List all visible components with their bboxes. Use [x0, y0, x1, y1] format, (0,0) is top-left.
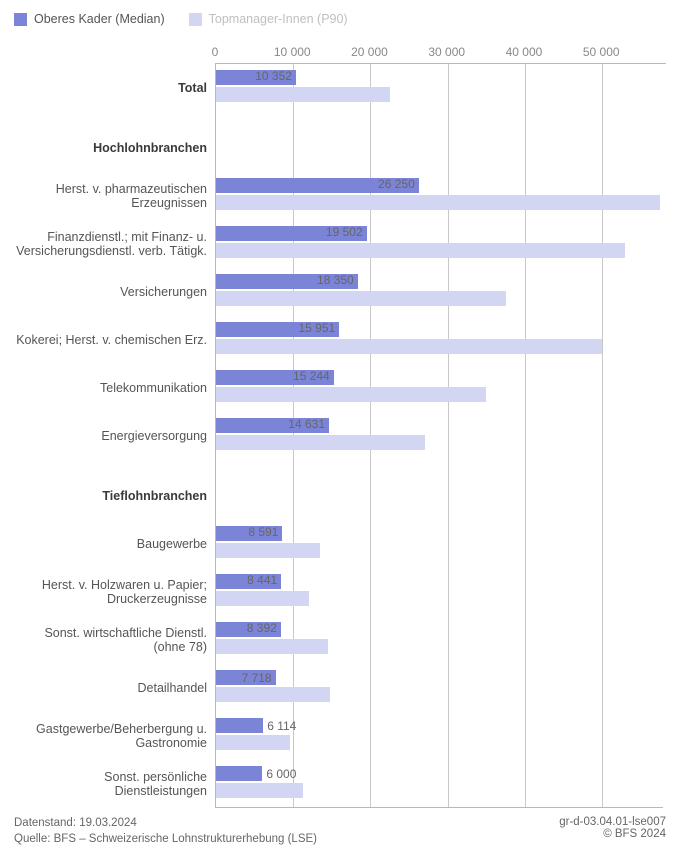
legend-label: Oberes Kader (Median): [34, 12, 165, 26]
footer: Datenstand: 19.03.2024 Quelle: BFS – Sch…: [14, 816, 666, 847]
legend-swatch: [14, 13, 27, 26]
spacer: [14, 460, 215, 472]
bar-value-label: 8 441: [247, 573, 277, 587]
bar-value-label: 15 951: [299, 321, 336, 335]
data-row: 6 114: [216, 712, 663, 760]
footer-datenstand: Datenstand: 19.03.2024: [14, 816, 317, 832]
data-row: 15 951: [216, 316, 663, 364]
bar-value-label: 6 114: [267, 719, 296, 733]
bar-median: 6 114: [216, 718, 263, 733]
bar-value-label: 18 350: [317, 273, 354, 287]
x-axis: 0 10 000 20 000 30 000 40 000 50 000: [215, 40, 666, 64]
row-label: Energieversorgung: [14, 412, 215, 460]
bar-p90: [216, 639, 328, 654]
bar-value-label: 8 591: [248, 525, 278, 539]
bar-p90: [216, 591, 309, 606]
row-label: Baugewerbe: [14, 520, 215, 568]
data-row: 26 250: [216, 172, 663, 220]
section-header: Tieflohnbranchen: [14, 472, 215, 520]
data-row: 6 000: [216, 760, 663, 808]
y-labels: Total HochlohnbranchenHerst. v. pharmazeu…: [14, 40, 215, 808]
row-label: Detailhandel: [14, 664, 215, 712]
bar-median: 6 000: [216, 766, 262, 781]
row-label: Total: [14, 64, 215, 112]
row-label: Herst. v. Holzwaren u. Papier; Druckerze…: [14, 568, 215, 616]
data-row: 8 591: [216, 520, 663, 568]
row-label: Gastgewerbe/Beherbergung u. Gastronomie: [14, 712, 215, 760]
bar-p90: [216, 435, 425, 450]
row-label: Finanzdienstl.; mit Finanz- u. Versicher…: [14, 220, 215, 268]
x-tick: 30 000: [428, 45, 465, 59]
data-row: 18 350: [216, 268, 663, 316]
plot-column: 0 10 000 20 000 30 000 40 000 50 000 10 352 26…: [215, 40, 666, 808]
legend-item: Oberes Kader (Median): [14, 12, 165, 26]
row-label: Kokerei; Herst. v. chemischen Erz.: [14, 316, 215, 364]
footer-code: gr-d-03.04.01-lse007: [559, 816, 666, 828]
chart: Total HochlohnbranchenHerst. v. pharmazeu…: [14, 40, 666, 808]
row-label: Telekommunikation: [14, 364, 215, 412]
bar-median: 8 441: [216, 574, 281, 589]
row-label: Versicherungen: [14, 268, 215, 316]
legend-swatch: [189, 13, 202, 26]
row-label: Herst. v. pharmazeutischen Erzeugnissen: [14, 172, 215, 220]
bar-p90: [216, 87, 390, 102]
bar-value-label: 7 718: [242, 671, 272, 685]
bar-p90: [216, 291, 506, 306]
bar-p90: [216, 687, 330, 702]
x-tick: 20 000: [351, 45, 388, 59]
bar-median: 8 392: [216, 622, 281, 637]
bar-median: 7 718: [216, 670, 276, 685]
bar-p90: [216, 195, 660, 210]
bar-p90: [216, 387, 486, 402]
data-row: 14 631: [216, 412, 663, 460]
header: [216, 124, 663, 172]
data-row: 8 441: [216, 568, 663, 616]
bar-value-label: 14 631: [288, 417, 325, 431]
row-label: Sonst. persönliche Dienstleistungen: [14, 760, 215, 808]
bar-p90: [216, 339, 602, 354]
x-tick: 10 000: [274, 45, 311, 59]
bar-p90: [216, 243, 625, 258]
data-row: 7 718: [216, 664, 663, 712]
bar-value-label: 6 000: [266, 767, 296, 781]
bar-median: 10 352: [216, 70, 296, 85]
x-tick: 0: [212, 45, 219, 59]
bar-median: 18 350: [216, 274, 358, 289]
plot-area: 10 352 26 250 19 502 18 350 15 951 15 244 14 6…: [215, 64, 663, 808]
bar-median: 8 591: [216, 526, 282, 541]
x-tick: 40 000: [506, 45, 543, 59]
legend: Oberes Kader (Median) Topmanager-Innen (P…: [14, 12, 666, 26]
bar-value-label: 10 352: [255, 69, 292, 83]
data-row: 15 244: [216, 364, 663, 412]
section-header: Hochlohnbranchen: [14, 124, 215, 172]
bar-value-label: 19 502: [326, 225, 363, 239]
row-label: Sonst. wirtschaftliche Dienstl. (ohne 78…: [14, 616, 215, 664]
header: [216, 472, 663, 520]
bar-median: 14 631: [216, 418, 329, 433]
bar-median: 15 244: [216, 370, 334, 385]
bar-p90: [216, 735, 290, 750]
bar-p90: [216, 783, 303, 798]
data-row: 10 352: [216, 64, 663, 112]
data-row: 8 392: [216, 616, 663, 664]
legend-label: Topmanager-Innen (P90): [209, 12, 348, 26]
footer-copyright: © BFS 2024: [559, 828, 666, 840]
data-row: 19 502: [216, 220, 663, 268]
spacer: [14, 112, 215, 124]
legend-item: Topmanager-Innen (P90): [189, 12, 348, 26]
bar-p90: [216, 543, 320, 558]
bar-median: 15 951: [216, 322, 339, 337]
bar-value-label: 15 244: [293, 369, 330, 383]
bar-value-label: 8 392: [247, 621, 277, 635]
footer-quelle: Quelle: BFS – Schweizerische Lohnstruktu…: [14, 832, 317, 848]
spacer: [216, 112, 663, 124]
spacer: [216, 460, 663, 472]
bar-median: 19 502: [216, 226, 367, 241]
bar-median: 26 250: [216, 178, 419, 193]
bar-value-label: 26 250: [378, 177, 415, 191]
x-tick: 50 000: [583, 45, 620, 59]
